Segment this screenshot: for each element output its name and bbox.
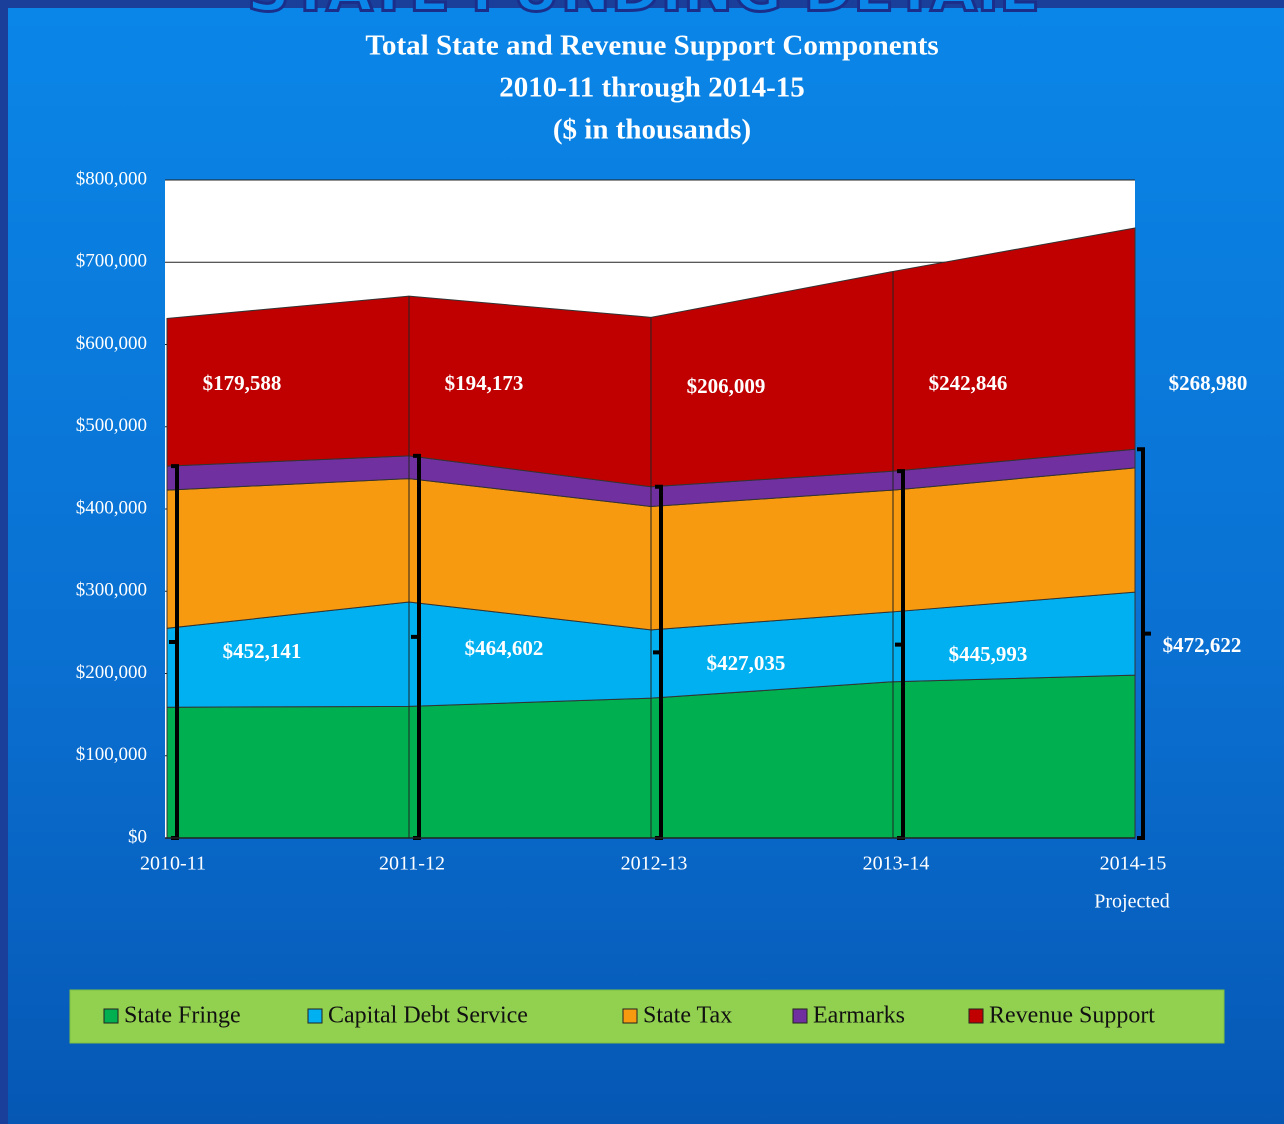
value-label: $242,846 (929, 371, 1008, 395)
y-tick-label: $500,000 (76, 415, 147, 436)
legend-label: Revenue Support (989, 1003, 1155, 1029)
unit-note: ($ in thousands) (553, 114, 751, 146)
x-tick-label: 2012-13 (621, 853, 688, 875)
legend-box (69, 989, 1225, 1044)
value-label: $179,588 (203, 371, 282, 395)
legend-label: Earmarks (813, 1003, 905, 1029)
x-tick-label: 2013-14 (863, 853, 930, 875)
chart-title: Total State and Revenue Support Componen… (365, 30, 938, 62)
total-label: $472,622 (1163, 633, 1242, 657)
total-label: $427,035 (707, 651, 786, 675)
value-label: $206,009 (687, 374, 766, 398)
y-tick-label: $100,000 (76, 744, 147, 765)
y-tick-label: $700,000 (76, 251, 147, 272)
x-tick-label: 2010-11 (140, 853, 206, 875)
total-label: $464,602 (465, 636, 544, 660)
total-label: $445,993 (949, 642, 1028, 666)
chart-subtitle: 2010-11 through 2014-15 (499, 72, 805, 104)
legend-swatch (103, 1008, 119, 1024)
y-tick-label: $300,000 (76, 580, 147, 601)
header: STATE FUNDING DETAIL (247, 0, 1038, 26)
legend-swatch (307, 1008, 323, 1024)
x-tick-label: 2014-15 (1100, 853, 1167, 875)
legend-label: Capital Debt Service (328, 1003, 528, 1029)
bracket (1137, 447, 1151, 840)
annotation: Projected (1094, 891, 1170, 913)
legend-swatch (792, 1008, 808, 1024)
y-tick-label: $400,000 (76, 497, 147, 518)
value-label: $194,173 (445, 371, 524, 395)
y-tick-label: $0 (128, 826, 147, 847)
y-tick-label: $200,000 (76, 662, 147, 683)
legend-swatch (622, 1008, 638, 1024)
y-tick-label: $600,000 (76, 333, 147, 354)
y-tick-label: $800,000 (76, 168, 147, 189)
x-tick-label: 2011-12 (379, 853, 445, 875)
legend-label: State Tax (643, 1003, 732, 1029)
total-label: $452,141 (223, 639, 302, 663)
legend-swatch (968, 1008, 984, 1024)
value-label: $268,980 (1169, 371, 1248, 395)
legend-label: State Fringe (124, 1003, 241, 1029)
